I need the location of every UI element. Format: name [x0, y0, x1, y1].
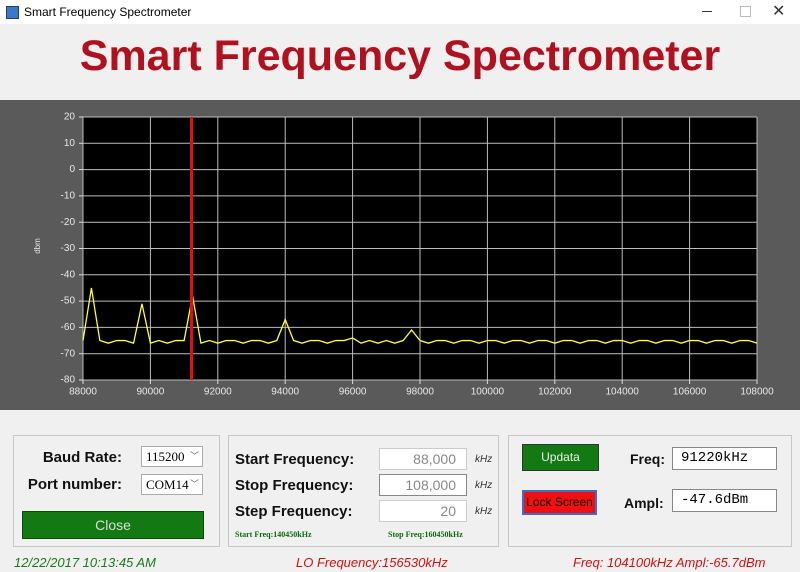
stop-unit: kHz: [475, 480, 493, 491]
x-tick-label: 94000: [271, 387, 299, 398]
port-value: COM14: [146, 477, 189, 492]
step-unit: kHz: [475, 506, 493, 517]
y-tick-label: -20: [61, 217, 76, 228]
measure-group: [508, 435, 792, 547]
baud-combo[interactable]: 115200 ﹀: [141, 446, 203, 467]
y-tick-label: -30: [61, 243, 76, 254]
close-window-button[interactable]: ✕: [772, 3, 786, 20]
lock-button[interactable]: Lock Screen: [522, 490, 597, 515]
x-tick-label: 98000: [406, 387, 434, 398]
update-button[interactable]: Updata: [522, 444, 599, 471]
stop-label: Stop Frequency:: [235, 477, 354, 494]
start-label: Start Frequency:: [235, 451, 355, 468]
y-tick-label: 0: [69, 164, 75, 175]
x-tick-label: 106000: [673, 387, 707, 398]
freq-value: 91220kHz: [672, 447, 777, 470]
baud-value: 115200: [146, 449, 185, 464]
ampl-label: Ampl:: [624, 495, 664, 511]
port-label: Port number:: [27, 476, 122, 493]
x-tick-label: 90000: [136, 387, 164, 398]
y-tick-label: -50: [61, 296, 76, 307]
y-tick-label: -60: [61, 322, 76, 333]
y-tick-label: -10: [61, 191, 76, 202]
status-datetime: 12/22/2017 10:13:45 AM: [14, 555, 156, 570]
start-input[interactable]: 88,000: [379, 448, 467, 470]
step-input[interactable]: 20: [379, 500, 467, 522]
y-axis-label: dbm: [33, 238, 42, 254]
x-tick-label: 108000: [740, 387, 774, 398]
y-tick-label: 10: [64, 138, 76, 149]
port-combo[interactable]: COM14 ﹀: [141, 474, 203, 495]
y-tick-label: -80: [61, 375, 76, 386]
x-tick-label: 88000: [69, 387, 97, 398]
x-tick-label: 96000: [339, 387, 367, 398]
window-title: Smart Frequency Spectrometer: [24, 5, 192, 19]
sweep-group: [228, 435, 499, 547]
freq-label: Freq:: [630, 451, 665, 467]
serial-group: [13, 435, 220, 547]
ampl-value: -47.6dBm: [672, 489, 777, 512]
close-button[interactable]: Close: [22, 511, 204, 539]
header-title: Smart Frequency Spectrometer: [79, 32, 721, 80]
start-unit: kHz: [475, 454, 493, 465]
app-icon: [6, 6, 19, 19]
y-tick-label: -70: [61, 348, 76, 359]
stop-input[interactable]: 108,000: [379, 474, 467, 496]
maximize-button[interactable]: [740, 6, 751, 17]
spectrum-trace: [82, 287, 758, 345]
title-bar: [0, 0, 800, 24]
baud-label: Baud Rate:: [42, 449, 122, 466]
x-tick-label: 100000: [471, 387, 505, 398]
x-tick-label: 92000: [204, 387, 232, 398]
x-tick-label: 102000: [538, 387, 572, 398]
minimize-button[interactable]: [702, 11, 712, 12]
x-tick-label: 104000: [606, 387, 640, 398]
stop-freq-info: Stop Freq:160450kHz: [388, 530, 463, 539]
y-tick-label: -40: [61, 269, 76, 280]
status-lo: LO Frequency:156530kHz: [296, 555, 448, 570]
status-readout: Freq: 104100kHz Ampl:-65.7dBm: [573, 555, 766, 570]
y-tick-label: 20: [64, 112, 76, 123]
start-freq-info: Start Freq:140450kHz: [235, 530, 312, 539]
step-label: Step Frequency:: [235, 503, 353, 520]
